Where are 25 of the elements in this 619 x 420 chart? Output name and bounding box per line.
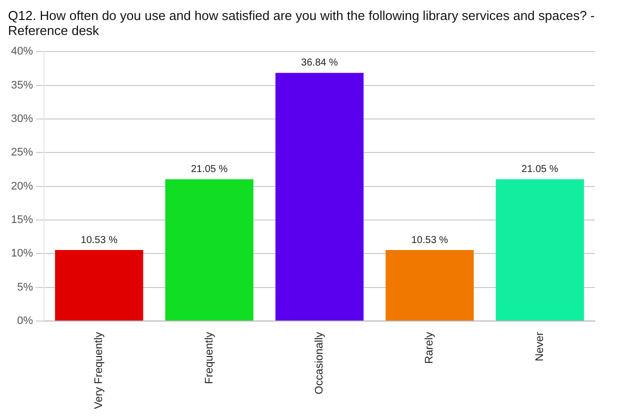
x-tick-label: Very Frequently: [93, 331, 106, 410]
data-label: 36.84 %: [301, 58, 338, 69]
bar: [386, 250, 474, 320]
bar: [165, 179, 254, 320]
bar: [496, 179, 584, 320]
chart-title: Q12. How often do you use and how satisfied are you with the following library services and spaces? - Reference desk: [8, 8, 596, 38]
data-label: 21.05 %: [522, 164, 558, 175]
y-tick-label: 20%: [10, 180, 34, 192]
x-tick-label: Frequently: [203, 331, 216, 384]
x-tick-label: Occasionally: [314, 331, 326, 394]
y-tick-label: 5%: [17, 281, 34, 294]
y-tick-label: 35%: [10, 79, 34, 92]
y-tick-label: 10%: [10, 248, 34, 260]
y-tick-label: 0%: [17, 314, 34, 327]
x-tick-label: Never: [534, 332, 546, 362]
bar: [55, 250, 144, 320]
data-label: 10.53 %: [411, 234, 448, 246]
bar: [275, 72, 364, 320]
y-tick-label: 15%: [10, 214, 34, 226]
data-label: 10.53 %: [80, 234, 118, 246]
data-label: 21.05 %: [190, 164, 228, 175]
y-tick-label: 30%: [10, 112, 34, 125]
y-tick-label: 25%: [10, 146, 34, 159]
x-tick-label: Rarely: [424, 331, 436, 364]
y-tick-label: 40%: [10, 46, 34, 58]
